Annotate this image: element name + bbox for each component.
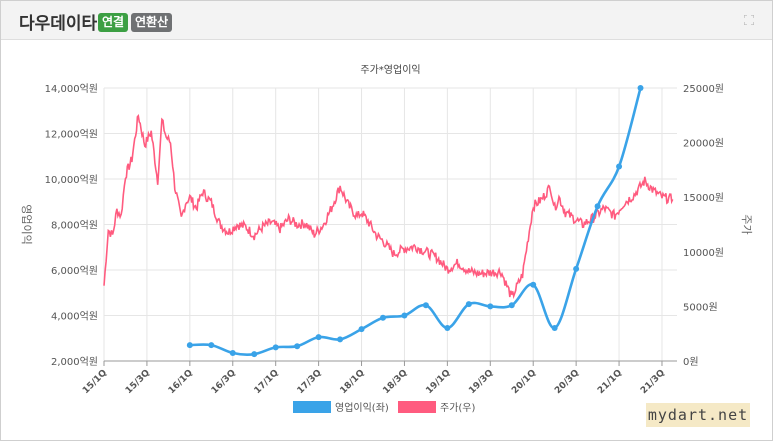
x-tick-label: 18/1Q — [339, 368, 367, 396]
y-right-tick-label: 25000원 — [683, 83, 724, 95]
profit-data-point — [208, 342, 215, 349]
company-title: 다우데이타 — [19, 14, 98, 34]
chart-title: 주가*영업이익 — [360, 63, 420, 76]
profit-data-point — [551, 325, 558, 332]
y-left-axis-label: 영업이익 — [20, 204, 33, 244]
profit-data-point — [379, 314, 386, 321]
y-right-tick-label: 15000원 — [683, 192, 724, 204]
y-left-tick-label: 12,000억원 — [45, 129, 98, 141]
x-tick-label: 16/3Q — [210, 368, 238, 396]
profit-data-point — [315, 334, 322, 341]
y-left-tick-label: 4,000억원 — [51, 311, 98, 323]
x-tick-label: 18/3Q — [381, 368, 409, 396]
x-tick-label: 19/1Q — [424, 368, 452, 396]
y-left-tick-label: 6,000억원 — [51, 265, 98, 277]
y-right-tick-label: 5000원 — [683, 301, 718, 313]
profit-data-point — [422, 302, 429, 309]
profit-data-point — [508, 302, 515, 309]
y-left-tick-label: 8,000억원 — [51, 220, 98, 232]
profit-data-point — [637, 85, 644, 91]
legend-label-price: 주가(우) — [440, 402, 476, 414]
x-tick-label: 15/3Q — [124, 368, 152, 396]
profit-data-point — [465, 301, 472, 308]
legend-swatch-profit — [293, 401, 331, 413]
x-tick-label: 15/1Q — [81, 368, 109, 396]
consolidated-badge[interactable]: 연결 — [98, 13, 129, 32]
price-series-line — [103, 114, 674, 300]
profit-data-point — [594, 203, 601, 210]
y-right-tick-label: 0원 — [683, 356, 699, 368]
profit-data-point — [294, 343, 301, 350]
y-left-tick-label: 14,000억원 — [45, 83, 98, 95]
y-right-tick-label: 10000원 — [683, 247, 724, 259]
x-tick-label: 20/3Q — [553, 368, 581, 396]
combo-chart: 주가*영업이익 2,000억원 4,000억원 6,000억원 8,000억원 10,00… — [20, 63, 753, 414]
x-tick-label: 17/1Q — [253, 368, 281, 396]
profit-data-point — [186, 342, 193, 349]
x-tick-label: 21/1Q — [596, 368, 624, 396]
panel-header: 다우데이타 연결 연환산 — [1, 1, 772, 40]
x-tick-label: 17/3Q — [296, 368, 324, 396]
y-left-tick-label: 2,000억원 — [51, 356, 98, 368]
profit-data-point — [251, 351, 258, 358]
profit-data-point — [337, 336, 344, 343]
profit-data-point — [272, 344, 279, 351]
profit-data-point — [530, 281, 537, 288]
profit-data-point — [444, 325, 451, 332]
y-right-tick-label: 20000원 — [683, 138, 724, 150]
x-tick-label: 19/3Q — [467, 368, 495, 396]
profit-data-point — [229, 350, 236, 357]
profit-data-point — [401, 312, 408, 319]
legend-label-profit: 영업이익(좌) — [335, 401, 389, 414]
annualized-badge[interactable]: 연환산 — [131, 13, 173, 32]
profit-data-point — [487, 303, 494, 310]
profit-data-point — [616, 163, 623, 170]
profit-series-line — [189, 87, 642, 356]
watermark-logo: mydart.net — [646, 403, 750, 427]
y-left-tick-label: 10,000억원 — [45, 174, 98, 186]
profit-data-point — [358, 326, 365, 333]
x-tick-label: 16/1Q — [167, 368, 195, 396]
x-tick-label: 20/1Q — [510, 368, 538, 396]
legend-swatch-price — [398, 401, 436, 413]
y-right-axis-label: 주가 — [740, 214, 753, 234]
x-tick-label: 21/3Q — [639, 368, 667, 396]
expand-icon[interactable] — [744, 15, 754, 25]
profit-data-point — [573, 265, 580, 272]
